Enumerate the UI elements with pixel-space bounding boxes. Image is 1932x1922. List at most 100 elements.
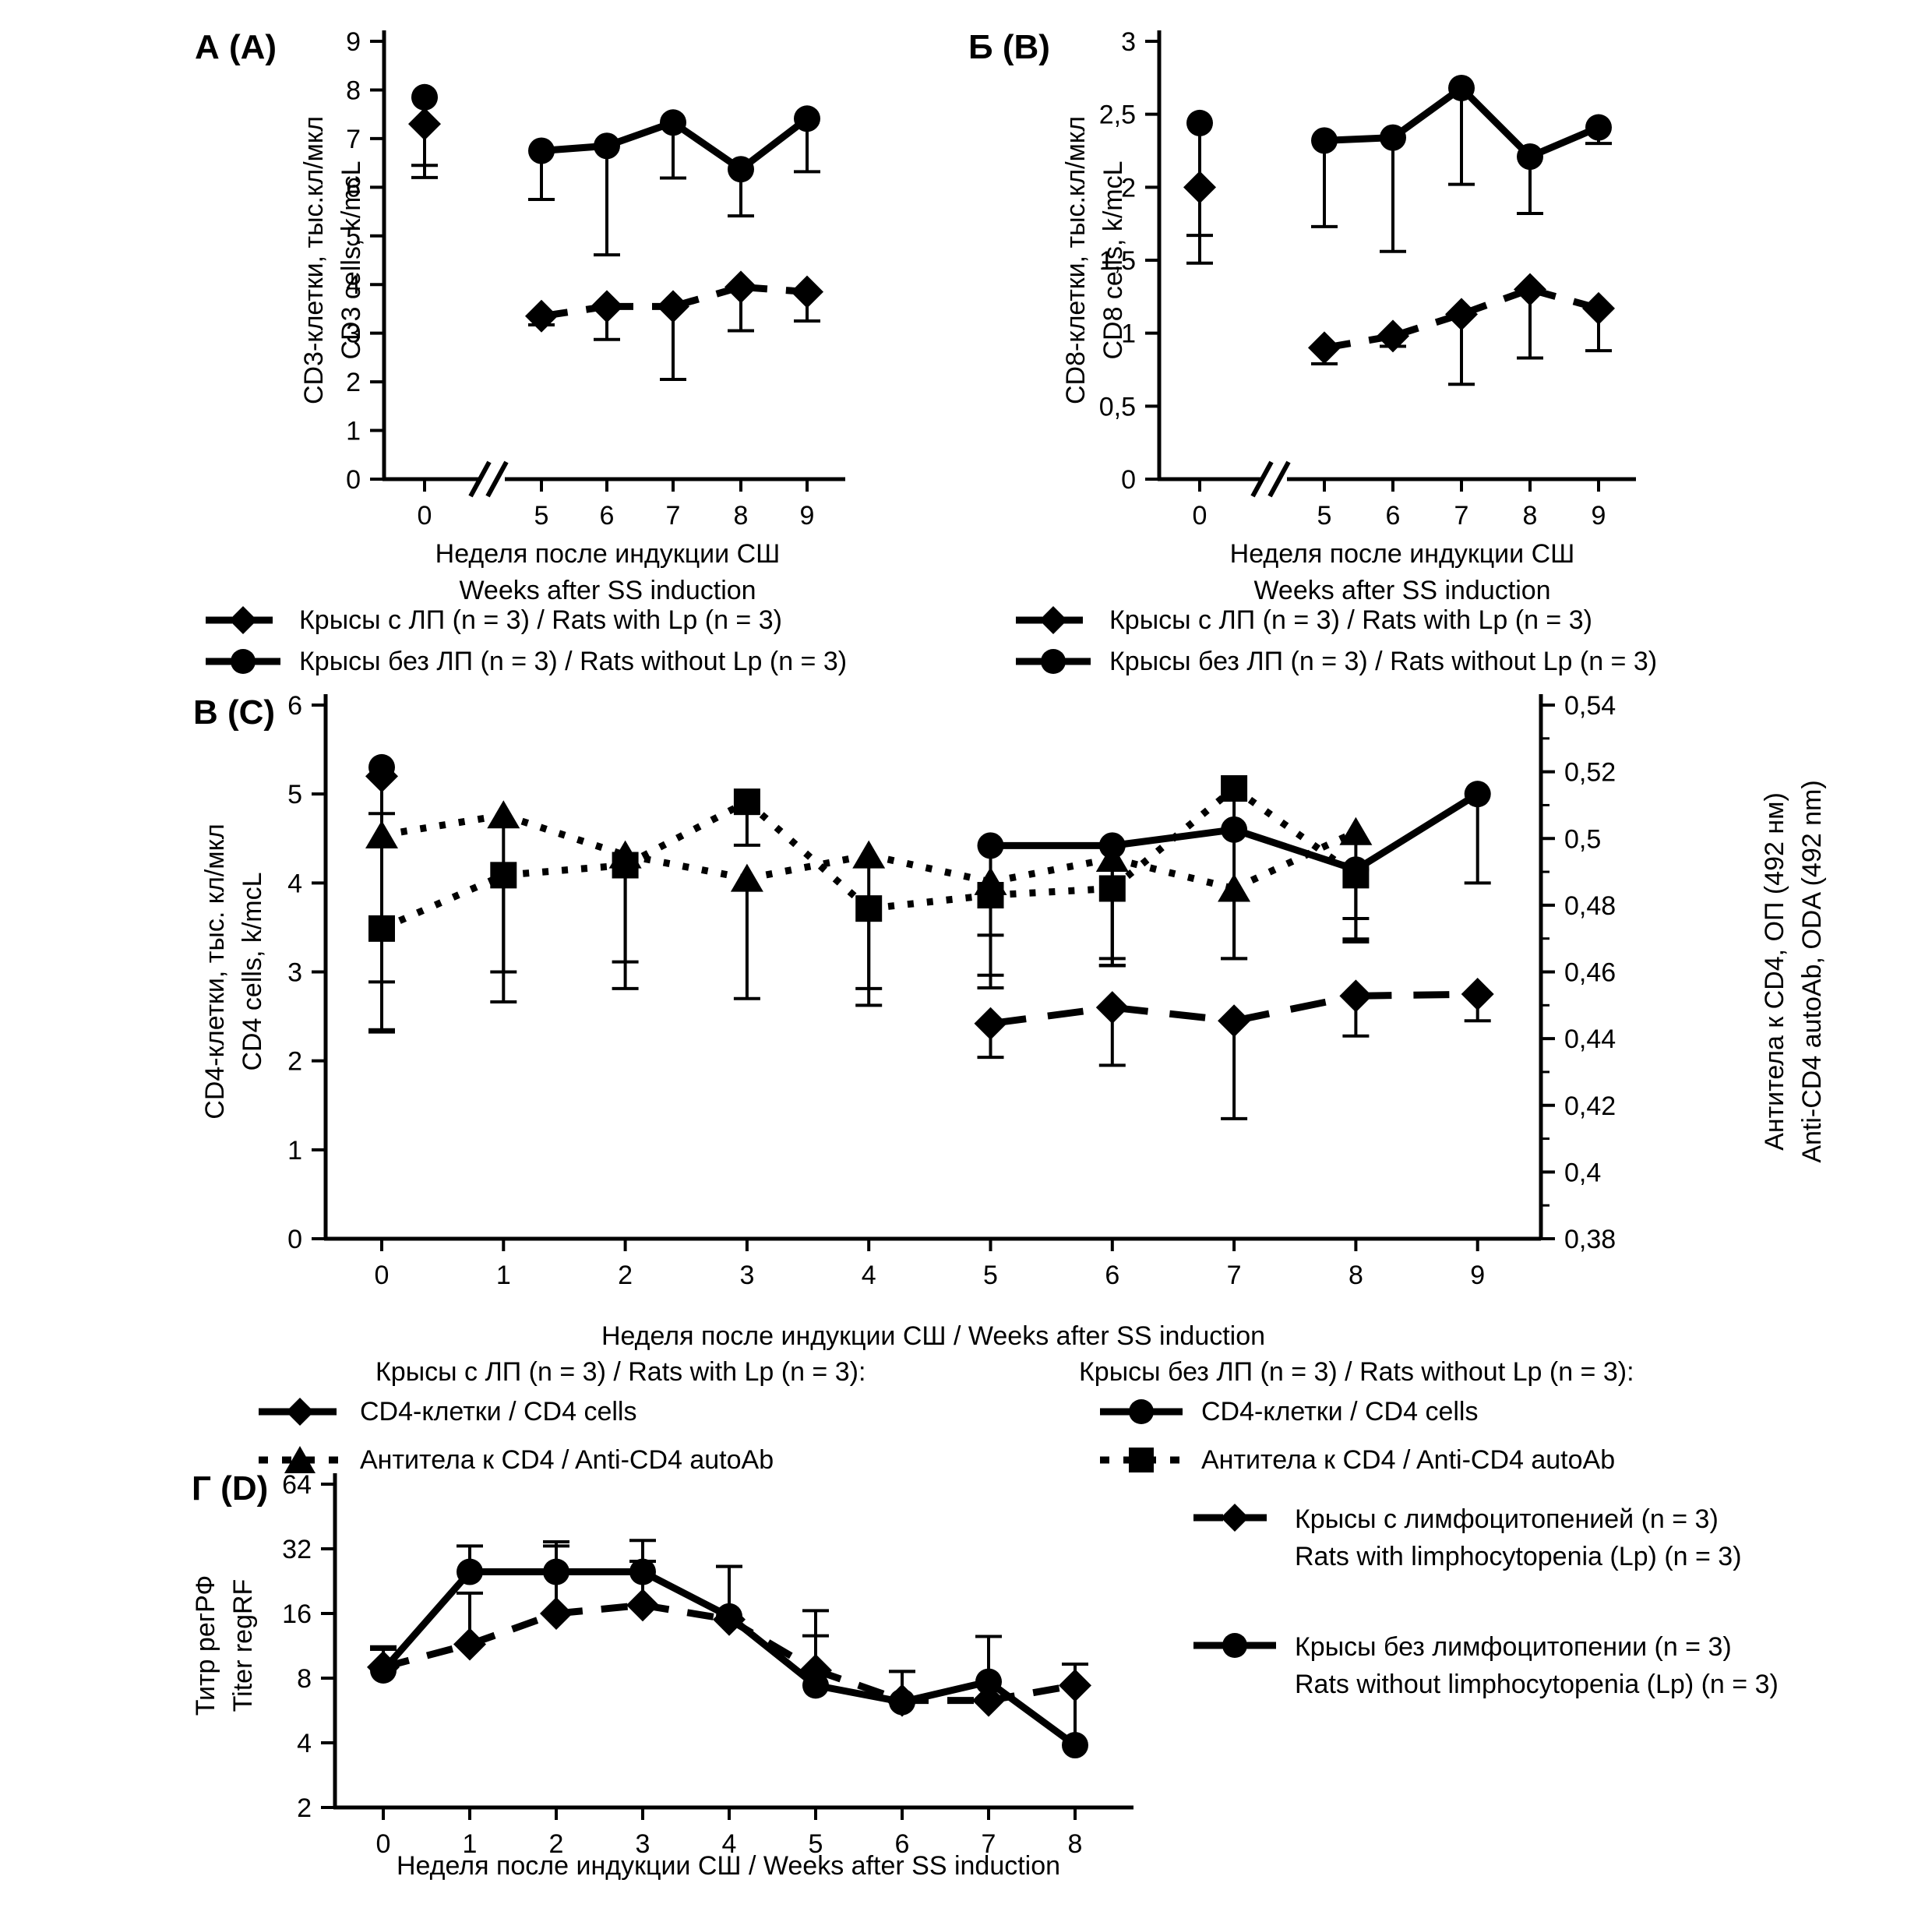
series-segment [380,1569,473,1673]
x-tick-label: 7 [666,501,681,531]
axes [382,30,845,498]
data-point [1218,1004,1251,1038]
diamond-dashed-legend-icon [1193,1504,1276,1532]
x-axis-ticks: 0 5 6 7 8 9 [1193,479,1606,531]
y-tick-label: 2 [287,1047,302,1077]
x-tick-label: 1 [496,1261,511,1290]
data-point [457,1558,483,1585]
x-tick-label: 2 [618,1261,633,1290]
series-rats-without-lymphocytopenia [370,1539,1088,1759]
data-point [791,275,823,309]
error-bars [411,97,820,257]
series-segment [1112,1003,1235,1024]
x-tick-label: 4 [722,1829,737,1859]
series-segment [671,119,743,172]
series-segment [1111,855,1236,892]
panel-c-legend-cd4-with-lp: CD4-клетки / CD4 cells [257,1396,636,1427]
series-segment [381,811,505,839]
y-tick-label: 3 [1121,27,1136,57]
data-point [453,1628,486,1661]
x-tick-label: 7 [982,1829,996,1859]
panel-c-legend-header-without-lp: Крысы без ЛП (n = 3) / Rats without Lp (… [1079,1357,1634,1387]
legend-label: Крысы с лимфоцитопенией (n = 3) Rats wit… [1295,1504,1742,1572]
error-bars [368,776,1491,1120]
y-tick-label: 4 [297,1729,312,1758]
data-point [1464,781,1491,808]
series-segment [623,799,749,869]
x-tick-label: 0 [375,1261,390,1290]
x-tick-label: 9 [1592,501,1606,531]
series-segment [815,1681,903,1705]
data-point [528,137,555,164]
axes [333,1473,1133,1810]
y-tick-label: 3 [346,319,361,349]
x-tick-label: 5 [1317,501,1332,531]
series-segment [642,1601,730,1624]
data-point [1095,991,1129,1024]
data-point [802,1672,829,1699]
data-point [525,299,558,333]
legend-label: Крысы без ЛП (n = 3) / Rats without Lp (… [299,646,848,676]
y-tick-label: 1 [1121,319,1136,349]
error-bars [1186,187,1612,386]
panel-d-legend-without-lp: Крысы без лимфоцитопении (n = 3) Rats wi… [1192,1628,1779,1704]
data-point [1311,127,1338,154]
series-segment [468,1610,558,1648]
panel-c-legend-anti-cd4-with-lp: Антитела к CD4 / Anti-CD4 autoAb [257,1444,774,1476]
data-point [977,882,1004,909]
data-point [1585,114,1612,141]
data-point [1095,843,1129,872]
series-segment [989,1003,1113,1028]
x-axis-ticks: 0 5 6 7 8 9 [418,479,815,531]
x-tick-label: 0 [376,1829,391,1859]
right-y-tick-label: 0,46 [1564,958,1616,988]
data-point [490,862,517,889]
error-bars [411,124,820,381]
panel-b-title: Б (B) [968,28,1050,66]
data-point [1380,124,1406,151]
panel-a-title: А (A) [195,28,277,66]
triangle-dotted-legend-icon [259,1446,341,1473]
y-tick-label: 0 [346,465,361,495]
panel-d-legend-with-lp: Крысы с лимфоцитопенией (n = 3) Rats wit… [1192,1501,1742,1576]
y-tick-label: 2 [346,368,361,397]
diamond-dashed-legend-icon [1016,606,1091,634]
right-y-tick-label: 0,38 [1564,1225,1616,1254]
series-segment [868,891,991,912]
right-y-tick-label: 0,42 [1564,1091,1616,1121]
data-point [612,852,639,879]
x-axis-ticks: 0 1 2 3 4 5 6 7 8 [376,1807,1083,1859]
data-point [855,895,883,922]
series-segment [988,1681,1076,1705]
panel-c-x-axis-title: Неделя после индукции СШ / Weeks after S… [601,1321,1266,1351]
series-segment [1233,992,1357,1024]
data-point [1339,979,1373,1013]
circle-solid-legend-icon [1193,1633,1276,1658]
series-rats-with-lp [408,108,823,381]
x-tick-label: 8 [1068,1829,1083,1859]
panel-d-x-axis-title: Неделя после индукции СШ / Weeks after S… [396,1851,1061,1881]
series-segment [989,855,1113,886]
data-point [730,863,763,892]
x-tick-label: 9 [800,501,815,531]
y-tick-label: 5 [287,780,302,809]
axes [323,694,1543,1241]
x-tick-label: 5 [809,1829,823,1859]
data-point [660,109,686,136]
data-point [1514,273,1546,306]
series-segment [1232,826,1357,873]
data-point [1062,1732,1088,1759]
data-point [1445,298,1478,331]
x-tick-label: 0 [418,501,432,531]
y-tick-label: 0 [287,1225,302,1254]
x-tick-label: 4 [862,1261,876,1290]
y-axis-ticks: 2 4 8 16 32 64 [282,1470,335,1823]
data-point [1517,143,1543,170]
series-segment [727,1613,818,1688]
y-tick-label: 2 [1121,173,1136,203]
y-tick-label: 4 [346,270,361,300]
series-segment [1458,85,1533,160]
series-segment [380,872,506,932]
